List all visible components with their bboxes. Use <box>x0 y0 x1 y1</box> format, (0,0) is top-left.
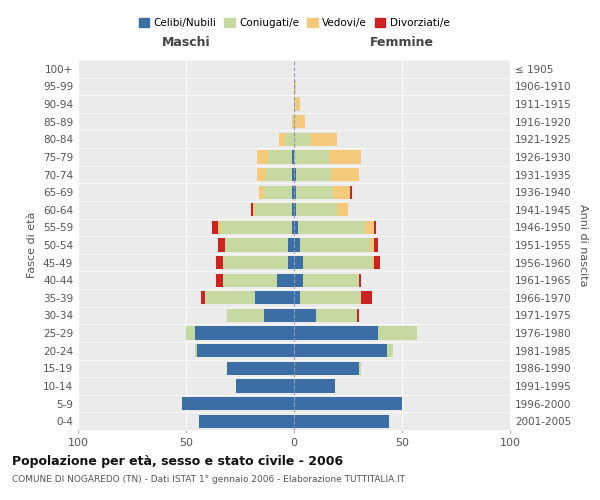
Bar <box>294 186 296 198</box>
Bar <box>279 132 286 146</box>
Text: Popolazione per età, sesso e stato civile - 2006: Popolazione per età, sesso e stato civil… <box>12 455 343 468</box>
Bar <box>225 238 287 252</box>
Bar <box>296 98 301 110</box>
Bar <box>292 168 294 181</box>
Bar <box>199 414 294 428</box>
Bar <box>301 238 370 252</box>
Bar <box>259 186 264 198</box>
Bar <box>387 344 394 358</box>
Bar <box>221 221 292 234</box>
Bar <box>294 80 296 93</box>
Bar <box>374 238 378 252</box>
Bar <box>253 203 255 216</box>
Bar <box>197 344 294 358</box>
Bar <box>374 256 380 269</box>
Bar <box>296 115 305 128</box>
Bar <box>194 344 197 358</box>
Bar <box>257 168 266 181</box>
Bar <box>201 291 205 304</box>
Bar <box>194 326 294 340</box>
Legend: Celibi/Nubili, Coniugati/e, Vedovi/e, Divorziati/e: Celibi/Nubili, Coniugati/e, Vedovi/e, Di… <box>134 14 454 32</box>
Bar <box>268 150 292 164</box>
Bar <box>294 362 359 375</box>
Text: COMUNE DI NOGAREDO (TN) - Dati ISTAT 1° gennaio 2006 - Elaborazione TUTTITALIA.I: COMUNE DI NOGAREDO (TN) - Dati ISTAT 1° … <box>12 475 405 484</box>
Bar <box>333 186 350 198</box>
Y-axis label: Anni di nascita: Anni di nascita <box>578 204 588 286</box>
Bar <box>365 221 374 234</box>
Bar <box>331 168 359 181</box>
Bar <box>294 274 302 287</box>
Bar <box>186 326 194 340</box>
Bar <box>294 168 296 181</box>
Bar <box>227 362 294 375</box>
Bar <box>374 221 376 234</box>
Bar <box>294 414 389 428</box>
Bar <box>296 203 337 216</box>
Bar <box>264 186 292 198</box>
Bar <box>292 115 294 128</box>
Bar <box>294 98 296 110</box>
Bar <box>218 221 221 234</box>
Bar <box>277 274 294 287</box>
Bar <box>356 309 359 322</box>
Bar <box>378 326 417 340</box>
Bar <box>236 380 294 392</box>
Bar <box>294 238 301 252</box>
Bar <box>287 256 294 269</box>
Bar <box>286 132 294 146</box>
Bar <box>294 291 301 304</box>
Bar <box>266 168 292 181</box>
Bar <box>329 150 361 164</box>
Bar <box>298 221 365 234</box>
Bar <box>212 221 218 234</box>
Bar <box>294 203 296 216</box>
Bar <box>296 186 333 198</box>
Bar <box>296 168 331 181</box>
Bar <box>294 326 378 340</box>
Text: Maschi: Maschi <box>161 36 211 50</box>
Bar <box>255 291 294 304</box>
Bar <box>302 256 372 269</box>
Bar <box>311 132 337 146</box>
Bar <box>350 186 352 198</box>
Bar <box>337 203 348 216</box>
Bar <box>301 291 361 304</box>
Bar <box>361 291 372 304</box>
Bar <box>294 344 387 358</box>
Bar <box>251 203 253 216</box>
Bar <box>294 397 402 410</box>
Bar <box>287 238 294 252</box>
Bar <box>223 274 277 287</box>
Bar <box>359 274 361 287</box>
Y-axis label: Fasce di età: Fasce di età <box>28 212 37 278</box>
Bar <box>294 256 302 269</box>
Bar <box>372 256 374 269</box>
Bar <box>216 256 223 269</box>
Bar <box>223 256 287 269</box>
Bar <box>316 309 356 322</box>
Bar <box>294 221 298 234</box>
Bar <box>264 309 294 322</box>
Bar <box>302 274 359 287</box>
Bar <box>292 186 294 198</box>
Bar <box>292 221 294 234</box>
Bar <box>257 150 268 164</box>
Bar <box>359 362 361 375</box>
Text: Femmine: Femmine <box>370 36 434 50</box>
Bar <box>294 150 329 164</box>
Bar <box>255 203 292 216</box>
Bar <box>218 238 225 252</box>
Bar <box>370 238 374 252</box>
Bar <box>227 309 264 322</box>
Bar <box>182 397 294 410</box>
Bar <box>294 309 316 322</box>
Bar <box>216 274 223 287</box>
Bar <box>292 203 294 216</box>
Bar <box>294 132 311 146</box>
Bar <box>294 380 335 392</box>
Bar <box>292 150 294 164</box>
Bar <box>205 291 255 304</box>
Bar <box>294 115 296 128</box>
